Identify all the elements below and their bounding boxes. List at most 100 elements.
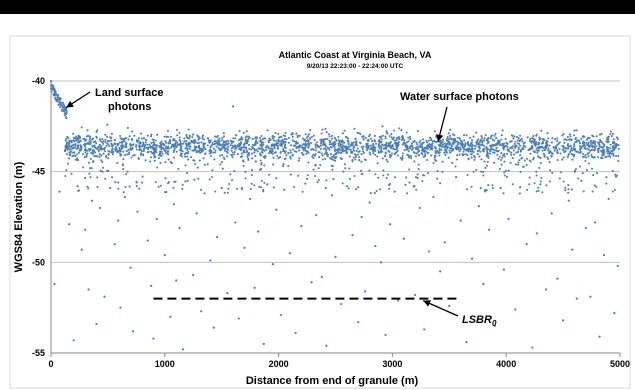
water-surface-point — [420, 142, 423, 146]
water-surface-point — [451, 133, 454, 136]
water-surface-point — [146, 143, 149, 146]
water-surface-point — [359, 169, 362, 172]
water-surface-point — [245, 147, 248, 150]
water-surface-point — [554, 145, 557, 148]
water-surface-point — [251, 147, 254, 150]
water-surface-point — [567, 191, 570, 194]
water-surface-point — [311, 155, 314, 158]
water-surface-point — [526, 136, 529, 139]
water-surface-point — [529, 152, 532, 155]
water-surface-point — [522, 142, 525, 145]
water-surface-point — [528, 183, 531, 186]
water-surface-point — [107, 157, 110, 160]
water-surface-point — [433, 140, 436, 143]
water-surface-point — [297, 146, 300, 149]
water-surface-point — [125, 136, 128, 140]
water-surface-point — [126, 153, 129, 156]
water-surface-point — [118, 146, 121, 150]
water-surface-point — [487, 136, 490, 140]
water-surface-point — [196, 134, 199, 137]
water-surface-point — [532, 134, 535, 138]
water-surface-point — [104, 133, 107, 136]
water-surface-point — [93, 144, 96, 147]
water-surface-point — [215, 145, 218, 148]
water-surface-point — [301, 190, 304, 193]
water-surface-point — [490, 134, 493, 137]
noise-point — [200, 310, 203, 313]
water-surface-point — [169, 135, 172, 138]
water-surface-point — [480, 137, 484, 140]
water-surface-point — [301, 144, 304, 147]
water-surface-point — [92, 137, 95, 140]
water-surface-point — [455, 158, 458, 161]
water-surface-point — [459, 139, 462, 142]
water-surface-point — [168, 138, 171, 141]
water-surface-point — [542, 138, 545, 142]
water-surface-point — [333, 140, 336, 143]
water-surface-point — [260, 142, 263, 145]
water-surface-point — [251, 157, 254, 160]
water-surface-point — [456, 154, 459, 157]
water-surface-point — [187, 143, 190, 146]
water-surface-point — [538, 138, 541, 141]
water-surface-point — [116, 142, 119, 145]
water-surface-point — [385, 177, 388, 180]
water-surface-point — [88, 149, 91, 152]
water-surface-point — [222, 145, 225, 149]
water-surface-point — [506, 148, 509, 151]
annotations: Land surface photons Water surface photo… — [65, 87, 519, 328]
water-surface-point — [352, 146, 356, 149]
water-surface-point — [381, 157, 384, 160]
x-tick-labels: 0 1000 2000 3000 4000 5000 — [48, 353, 630, 369]
water-surface-point — [291, 154, 294, 157]
water-surface-point — [464, 153, 467, 156]
water-surface-point — [230, 149, 233, 152]
water-surface-point — [141, 145, 144, 148]
water-surface-point — [79, 139, 82, 143]
water-surface-point — [503, 171, 506, 174]
water-surface-point — [382, 147, 386, 150]
land-surface-point — [50, 90, 53, 93]
water-surface-point — [255, 140, 258, 143]
water-surface-point — [430, 139, 433, 142]
water-surface-point — [545, 184, 548, 187]
water-surface-point — [133, 134, 136, 137]
water-surface-point — [166, 129, 170, 133]
water-surface-point — [445, 149, 448, 152]
water-surface-point — [544, 141, 547, 144]
water-surface-point — [148, 143, 151, 146]
water-surface-point — [176, 134, 179, 137]
chart-subtitle: 9/20/13 22:23:00 - 22:24:00 UTC — [307, 63, 404, 70]
water-surface-point — [100, 154, 103, 157]
water-surface-point — [586, 153, 589, 156]
water-surface-point — [454, 165, 457, 168]
water-surface-point — [122, 150, 125, 153]
water-surface-point — [325, 130, 328, 134]
water-surface-point — [347, 143, 350, 146]
noise-point — [488, 228, 491, 231]
water-surface-point — [512, 149, 515, 152]
water-surface-point — [461, 152, 464, 156]
water-surface-point — [257, 147, 260, 150]
water-surface-point — [180, 142, 183, 146]
water-surface-point — [152, 138, 155, 141]
noise-point — [98, 206, 102, 210]
water-surface-point — [411, 148, 414, 151]
water-surface-point — [502, 146, 505, 149]
water-surface-point — [597, 149, 600, 152]
water-surface-point — [372, 143, 375, 146]
water-surface-point — [613, 188, 616, 191]
noise-point — [237, 317, 240, 320]
water-surface-point — [533, 182, 536, 185]
water-surface-point — [274, 132, 277, 135]
water-surface-point — [376, 162, 379, 165]
water-surface-point — [364, 158, 367, 162]
water-surface-point — [90, 167, 93, 170]
water-surface-point — [349, 148, 352, 151]
water-surface-point — [312, 148, 315, 151]
water-surface-point — [598, 138, 601, 141]
water-surface-point — [480, 158, 483, 161]
water-surface-point — [246, 155, 249, 158]
land-surface-point — [54, 93, 57, 96]
noise-point — [544, 288, 548, 291]
